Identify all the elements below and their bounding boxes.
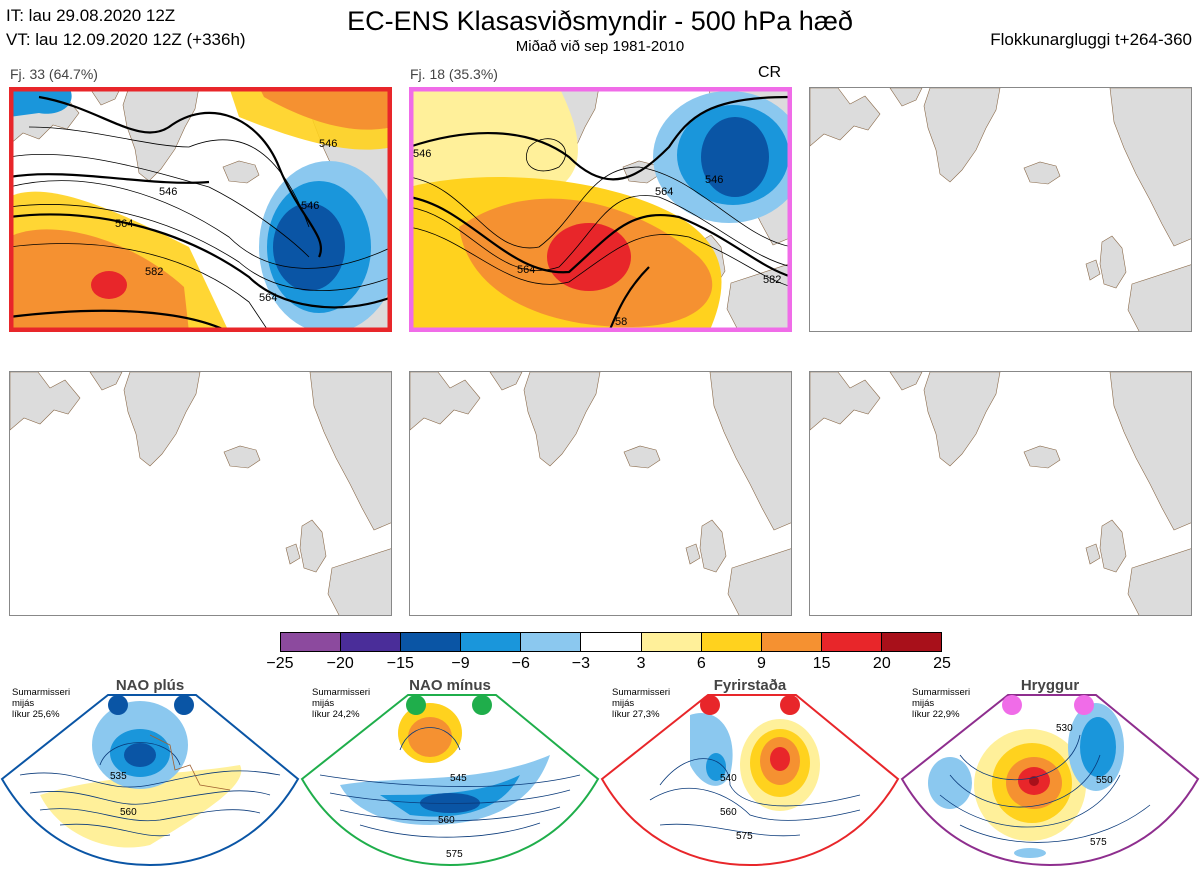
regime-nao-plus: 535 560 NAO plús Sumarmisseri mijás líkur …	[0, 675, 300, 871]
colorbar-segment	[281, 633, 342, 651]
colorbar-tick-label: 20	[872, 655, 891, 672]
colorbar-segment	[821, 633, 882, 651]
colorbar-segment	[641, 633, 702, 651]
cluster-2-map: 546 564 546 564 582 58	[409, 87, 792, 332]
regime-label: 560	[120, 807, 137, 818]
contour-label: 546	[705, 174, 723, 186]
colorbar-segment	[701, 633, 762, 651]
colorbar-ticks: −25 −20 −15 −9 −6 −3 3 6 9 15 20 25	[0, 655, 1200, 675]
page-title: EC-ENS Klasasviðsmyndir - 500 hPa hæð	[347, 6, 853, 36]
regime-info: Sumarmisseri mijás líkur 27,3%	[612, 687, 671, 720]
valid-time: VT: lau 12.09.2020 12Z (+336h)	[6, 30, 246, 49]
cluster-2-label: Fj. 18 (35.3%)	[410, 66, 498, 82]
contour-label: 564	[115, 218, 133, 230]
anomaly-colorbar	[280, 632, 942, 652]
colorbar-tick-label: 9	[757, 655, 766, 672]
regime-label: 535	[110, 771, 127, 782]
colorbar-segment	[581, 633, 642, 651]
colorbar-segment	[401, 633, 462, 651]
colorbar-tick-label: −15	[386, 655, 414, 672]
page-subtitle: Miðað við sep 1981-2010	[515, 38, 685, 55]
regime-name: NAO mínus	[409, 677, 491, 694]
colorbar-tick-label: 15	[812, 655, 831, 672]
colorbar-tick-label: 3	[636, 655, 646, 672]
contour-label: 582	[145, 266, 163, 278]
colorbar-segment	[341, 633, 402, 651]
contour-label: 564	[655, 186, 673, 198]
regime-name: Fyrirstaða	[713, 677, 787, 694]
colorbar-tick-label: 25	[933, 655, 951, 672]
contour-label: 564	[259, 292, 277, 304]
regime-name: Hryggur	[1020, 677, 1080, 694]
init-time: IT: lau 29.08.2020 12Z	[6, 6, 176, 25]
regime-nao-minus: 545 560 575 NAO mínus Sumarmisseri mijás l…	[300, 675, 600, 871]
regime-label: 560	[438, 815, 455, 826]
contour-label: 58	[615, 316, 627, 328]
colorbar-tick-label: 6	[696, 655, 706, 672]
regime-label: 575	[446, 849, 463, 860]
contour-label: 546	[301, 200, 319, 212]
regime-info: Sumarmisseri mijás líkur 25,6%	[12, 687, 71, 720]
contour-label: 546	[413, 148, 431, 160]
colorbar-tick-label: −6	[511, 655, 530, 672]
regime-label: 560	[720, 807, 737, 818]
cluster-2-border	[409, 87, 792, 332]
regime-info: Sumarmisseri mijás líkur 22,9%	[912, 687, 971, 720]
colorbar-tick-label: −3	[571, 655, 591, 672]
cluster-2-tag: CR	[758, 64, 782, 81]
empty-panel-5	[409, 371, 792, 616]
empty-panel-3	[809, 87, 1192, 332]
colorbar-tick-label: −9	[451, 655, 470, 672]
empty-panel-6	[809, 371, 1192, 616]
colorbar-tick-label: −25	[266, 655, 294, 672]
colorbar-segment	[461, 633, 522, 651]
cluster-1-map: 546 546 564 582 564 546	[9, 87, 392, 332]
regime-label: 550	[1096, 775, 1113, 786]
regime-label: 540	[720, 773, 737, 784]
contour-label: 582	[763, 274, 781, 286]
empty-panel-4	[9, 371, 392, 616]
clustering-window: Flokkunargluggi t+264-360	[990, 30, 1192, 49]
colorbar-segment	[521, 633, 582, 651]
contour-label: 564	[517, 264, 535, 276]
colorbar-tick-label: −20	[326, 655, 354, 672]
regime-ridge: 530 550 575 Hryggur Sumarmisseri mijás lík…	[900, 675, 1200, 871]
cluster-1-label: Fj. 33 (64.7%)	[10, 66, 98, 82]
contour-label: 546	[319, 138, 337, 150]
regime-info: Sumarmisseri mijás líkur 24,2%	[312, 687, 371, 720]
regime-label: 575	[736, 831, 753, 842]
contour-label: 546	[159, 186, 177, 198]
regime-label: 530	[1056, 723, 1073, 734]
cluster-1-border	[9, 87, 392, 332]
regime-blocking: 540 560 575 Fyrirstaða Sumarmisseri mijás…	[600, 675, 900, 871]
colorbar-segment	[761, 633, 822, 651]
regime-name: NAO plús	[115, 677, 185, 694]
regime-label: 575	[1090, 837, 1107, 848]
colorbar-segment	[881, 633, 942, 651]
regime-label: 545	[450, 773, 467, 784]
